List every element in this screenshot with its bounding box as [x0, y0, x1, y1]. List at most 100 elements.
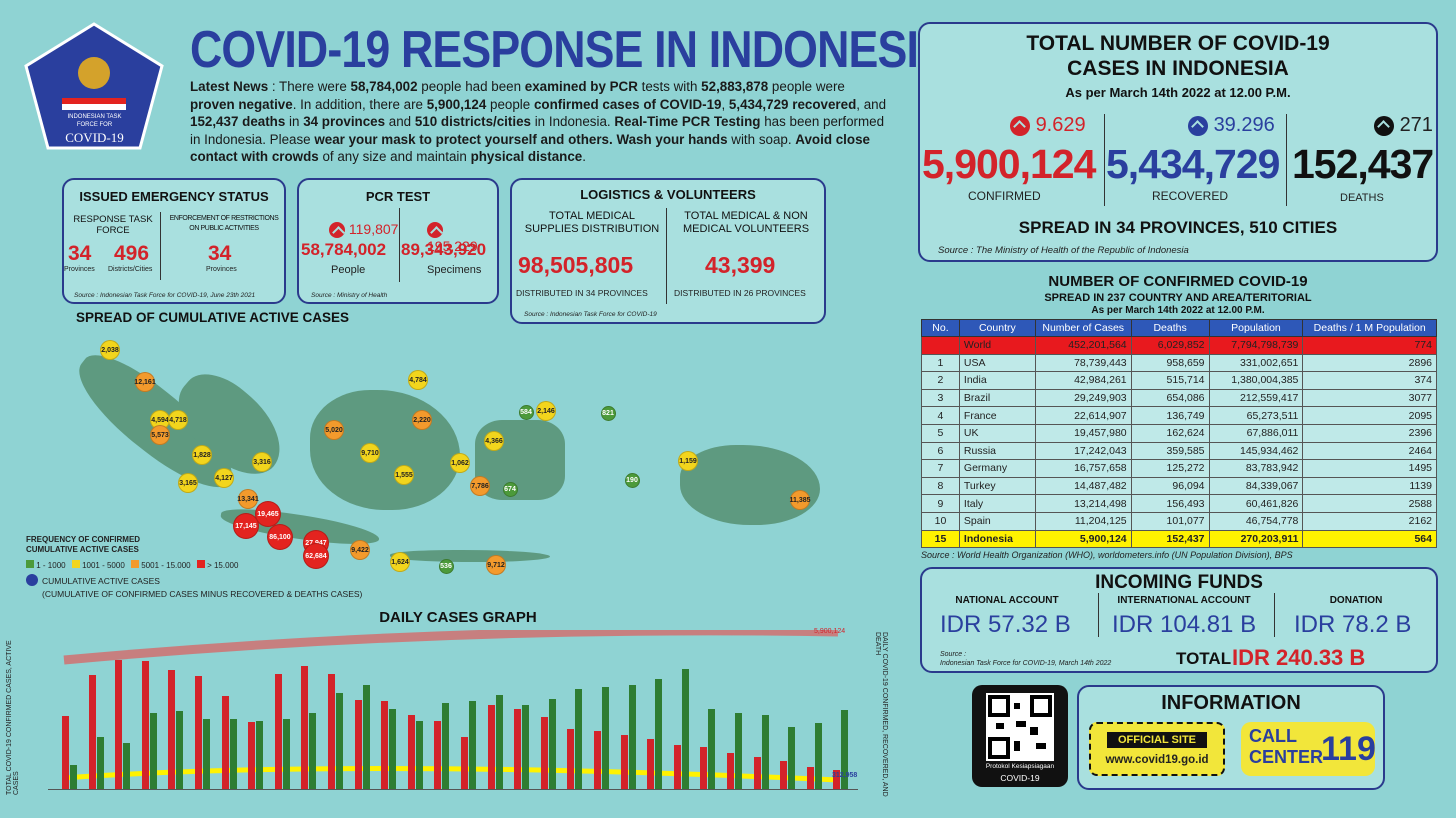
official-site-url: www.covid19.go.id — [1105, 754, 1209, 766]
page-title: COVID-19 RESPONSE IN INDONESIA — [190, 21, 950, 79]
bar-recovered — [415, 721, 423, 789]
legend-circle-icon — [26, 574, 38, 586]
table-cell: 125,272 — [1130, 459, 1210, 478]
table-row: 10 Spain 11,204,125 101,077 46,754,778 2162 — [921, 511, 1437, 531]
legend-label-2: 1001 - 5000 — [82, 561, 125, 570]
table-row: World 452,201,564 6,029,852 7,794,798,739 77… — [921, 336, 1437, 355]
legend-swatch-yellow — [71, 560, 80, 568]
table-cell: 1139 — [1302, 476, 1437, 496]
table-cell: 10 — [921, 511, 960, 531]
map-dot: 17,145 — [233, 513, 259, 539]
medical-supplies-label: TOTAL MEDICAL SUPPLIES DISTRIBUTION — [524, 210, 660, 235]
bar-recovered — [96, 737, 104, 789]
table-cell: Germany — [958, 459, 1036, 478]
international-account-value: IDR 104.81 B — [1112, 611, 1257, 638]
table-row: 9 Italy 13,214,498 156,493 60,461,826 2588 — [921, 494, 1437, 513]
table-header: Number of Cases — [1034, 319, 1132, 337]
qr-card[interactable]: Protokol Kesiapsiagaan COVID-19 — [972, 685, 1068, 787]
bar-recovered — [70, 765, 77, 789]
table-cell: 212,559,417 — [1208, 388, 1304, 408]
national-account-label: NATIONAL ACCOUNT — [955, 595, 1059, 606]
pcr-people-increase: 119,807 — [329, 221, 398, 239]
table-cell: 101,077 — [1130, 511, 1210, 531]
table-cell: Spain — [958, 511, 1036, 531]
official-site-button[interactable]: OFFICIAL SITE www.covid19.go.id — [1089, 722, 1225, 776]
world-source: Source : World Health Organization (WHO)… — [921, 550, 1293, 560]
map-dot: 4,718 — [168, 410, 188, 430]
bar-recovered — [149, 713, 157, 789]
table-header: No. — [921, 319, 960, 337]
table-header: Deaths / 1 M Population — [1302, 319, 1437, 337]
provinces-value: 34 — [68, 242, 92, 265]
map-dot: 584 — [518, 404, 534, 420]
table-row: 1 USA 78,739,443 958,659 331,002,651 2896 — [921, 353, 1437, 373]
table-cell: 1,380,004,385 — [1208, 371, 1304, 390]
bar-recovered — [628, 685, 636, 789]
districts-label: Districts/Cities — [108, 266, 153, 273]
bar-recovered — [442, 703, 450, 789]
bar-confirmed — [407, 715, 415, 789]
table-cell: 2095 — [1302, 406, 1437, 425]
increase-icon — [427, 222, 443, 239]
bar-recovered — [389, 709, 397, 789]
bar-confirmed — [301, 666, 309, 789]
call-label: CALL — [1249, 726, 1297, 746]
bar-recovered — [788, 727, 796, 789]
pcr-people-label: People — [331, 264, 366, 276]
donation-label: DONATION — [1329, 595, 1383, 606]
table-cell: 83,783,942 — [1208, 459, 1304, 478]
total-asof: As per March 14th 2022 at 12.00 P.M. — [1065, 85, 1291, 100]
table-cell: 16,757,658 — [1034, 459, 1132, 478]
table-cell: 774 — [1302, 336, 1437, 355]
table-cell: 15 — [921, 529, 960, 549]
bar-recovered — [495, 695, 503, 789]
medical-supplies-value: 98,505,805 — [518, 252, 634, 278]
response-task-force-label: RESPONSE TASK FORCE — [73, 214, 153, 236]
information-panel: INFORMATION OFFICIAL SITE www.covid19.go… — [1077, 685, 1385, 790]
bar-confirmed — [780, 761, 788, 789]
total-line-label: 5,900,124 — [814, 628, 846, 635]
map-dot: 62,684 — [303, 543, 329, 569]
bar-confirmed — [540, 717, 548, 789]
map-dot: 2,220 — [412, 410, 432, 430]
legend-title: FREQUENCY OF CONFIRMED CUMULATIVE ACTIVE… — [26, 535, 141, 554]
bar-confirmed — [594, 731, 601, 789]
table-row: 8 Turkey 14,487,482 96,094 84,339,067 1139 — [921, 476, 1437, 496]
world-cases-table: No. Country Number of Cases Deaths Populatio… — [921, 319, 1437, 549]
spread-provinces: SPREAD IN 34 PROVINCES, 510 CITIES — [1018, 218, 1338, 237]
call-center-button[interactable]: CALL CENTER 119 — [1241, 722, 1376, 776]
recovered-total: 5,434,729 — [1106, 141, 1280, 187]
indonesia-map — [63, 330, 830, 590]
table-cell: 564 — [1302, 529, 1437, 549]
map-dot: 4,784 — [408, 370, 428, 390]
table-cell: 2162 — [1302, 511, 1437, 531]
table-cell: 145,934,462 — [1208, 441, 1304, 461]
table-cell: 9 — [921, 494, 960, 513]
official-site-label: OFFICIAL SITE — [1107, 732, 1207, 748]
bar-confirmed — [514, 709, 522, 789]
logistics-source: Source : Indonesian Task Force for COVID… — [524, 311, 657, 318]
table-cell: Italy — [958, 494, 1036, 513]
active-line-label: 312,958 — [832, 772, 858, 779]
bar-recovered — [548, 699, 556, 789]
bar-confirmed — [62, 716, 69, 789]
bar-recovered — [362, 685, 370, 789]
emergency-title: ISSUED EMERGENCY STATUS — [79, 189, 269, 204]
table-cell: 152,437 — [1130, 529, 1210, 549]
table-cell: 3077 — [1302, 388, 1437, 408]
table-cell: 4 — [921, 406, 960, 425]
map-dot: 19,465 — [255, 501, 281, 527]
bar-confirmed — [115, 659, 123, 789]
map-dot: 9,710 — [360, 443, 380, 463]
table-cell: Brazil — [958, 388, 1036, 408]
map-dot: 9,422 — [350, 540, 370, 560]
center-label: CENTER — [1249, 747, 1324, 767]
districts-value: 496 — [114, 242, 150, 265]
map-dot: 674 — [502, 481, 518, 497]
bar-recovered — [229, 719, 237, 789]
qr-caption1: Protokol Kesiapsiagaan — [985, 763, 1055, 770]
supplies-distributed: DISTRIBUTED IN 34 PROVINCES — [516, 288, 648, 298]
legend-swatch-orange — [131, 560, 139, 568]
bar-confirmed — [461, 737, 468, 789]
legend-label-1: 1 - 1000 — [36, 561, 66, 570]
